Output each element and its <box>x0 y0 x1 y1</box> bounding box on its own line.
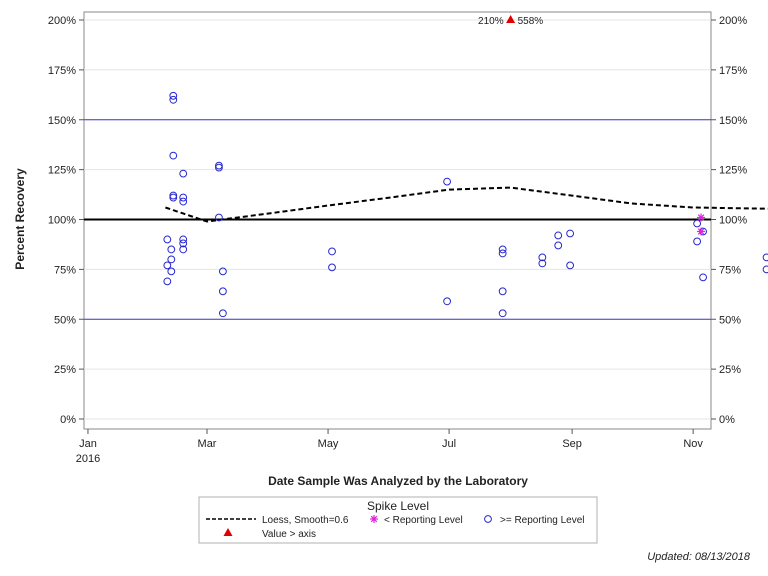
data-point-circle <box>179 245 188 254</box>
data-point-circle <box>167 255 176 264</box>
legend-items: Loess, Smooth=0.6 < Reporting Level >= Rep… <box>206 515 585 540</box>
y-tick-label: 175% <box>48 65 76 77</box>
data-point-circle <box>554 241 563 250</box>
legend-triangle-swatch <box>223 528 233 536</box>
legend-label: >= Reporting Level <box>500 515 585 526</box>
legend-item: < Reporting Level <box>370 515 463 526</box>
legend: Spike Level Loess, Smooth=0.6 < Reporting… <box>198 496 598 544</box>
data-point-circle <box>215 213 223 222</box>
legend-label: < Reporting Level <box>384 515 463 526</box>
loess-line <box>165 186 768 223</box>
legend-circle-swatch <box>484 515 492 523</box>
points-layer: 210%558%204% <box>163 15 768 318</box>
x-tick-label: Mar <box>198 438 217 450</box>
x-tick-label: Nov <box>683 438 703 450</box>
reference-lines <box>84 119 711 320</box>
legend-label: Loess, Smooth=0.6 <box>262 515 349 526</box>
legend-box <box>198 496 598 544</box>
data-point-circle <box>498 249 507 258</box>
x-tick-year: 2016 <box>76 453 100 465</box>
y-tick-label: 200% <box>48 15 76 27</box>
data-point-circle <box>179 197 188 206</box>
y-tick-label: 50% <box>54 314 76 326</box>
y-tick-label: 100% <box>48 215 76 227</box>
x-tick-label: Sep <box>562 438 582 450</box>
y-tick-label: 150% <box>48 115 76 127</box>
legend-title: Spike Level <box>367 499 429 513</box>
data-point-asterisk <box>697 213 706 222</box>
y-tick-label: 125% <box>48 165 76 177</box>
y-axis-title: Percent Recovery <box>13 168 27 270</box>
data-point-circle <box>443 297 452 306</box>
y-tick-label-right: 175% <box>719 65 747 77</box>
data-point-circle <box>554 231 563 240</box>
offscale-triangle <box>506 15 516 23</box>
data-point-circle <box>443 177 452 186</box>
offscale-label: 558% <box>518 16 544 27</box>
updated-footnote: Updated: 08/13/2018 <box>647 551 751 563</box>
data-point-circle <box>218 309 227 318</box>
data-point-circle <box>566 229 575 238</box>
y-tick-label-right: 125% <box>719 165 747 177</box>
y-tick-label: 0% <box>60 414 76 426</box>
data-point-asterisk <box>697 227 706 236</box>
data-point-circle <box>762 265 768 274</box>
data-point-circle <box>163 277 172 286</box>
legend-label: Value > axis <box>262 529 316 540</box>
y-tick-label-right: 200% <box>719 15 747 27</box>
data-point-circle <box>169 91 178 100</box>
asterisk-stroke <box>370 515 378 523</box>
data-point-circle <box>169 193 178 202</box>
legend-item: Loess, Smooth=0.6 <box>206 515 349 526</box>
y-tick-label: 25% <box>54 364 76 376</box>
y-tick-label-right: 50% <box>719 314 741 326</box>
data-point-circle <box>538 253 547 262</box>
data-point-circle <box>215 163 223 172</box>
data-point-circle <box>498 287 507 296</box>
data-point-circle <box>328 263 336 272</box>
x-tick-label: May <box>318 438 339 450</box>
data-point-circle <box>498 245 507 254</box>
y-tick-label-right: 75% <box>719 264 741 276</box>
y-tick-label-right: 0% <box>719 414 735 426</box>
data-point-circle <box>163 235 172 244</box>
y-axis-ticks: 0% 0% 25% 25% 50% 50% 75% 75% 100% 100% 125% 125% 15… <box>48 15 747 426</box>
y-tick-label: 75% <box>54 264 76 276</box>
data-point-circle <box>163 261 172 270</box>
data-point-circle <box>762 253 768 262</box>
data-point-circle <box>179 169 188 178</box>
y-tick-label-right: 150% <box>719 115 747 127</box>
data-point-circle <box>693 237 702 246</box>
data-point-circle <box>179 239 188 248</box>
data-point-circle <box>699 273 707 282</box>
asterisk-stroke <box>697 228 705 235</box>
legend-item: >= Reporting Level <box>484 515 585 526</box>
offscale-label: 210% <box>478 16 504 27</box>
data-point-circle <box>538 259 547 268</box>
x-axis-title: Date Sample Was Analyzed by the Laborato… <box>268 474 528 488</box>
x-axis-ticks: Jan2016MarMayJulSepNovJan2017MarMayJulSe… <box>76 429 703 465</box>
data-point-circle <box>215 161 223 170</box>
data-point-circle <box>169 95 178 104</box>
data-point-circle <box>328 247 336 256</box>
data-point-circle <box>218 287 227 296</box>
data-point-circle <box>169 151 178 160</box>
x-tick-label: Jul <box>442 438 456 450</box>
loess-layer <box>165 186 768 223</box>
legend-item: Value > axis <box>223 528 316 540</box>
data-point-circle <box>218 267 227 276</box>
data-point-circle <box>169 191 178 200</box>
y-tick-label-right: 25% <box>719 364 741 376</box>
data-point-circle <box>693 219 702 228</box>
data-point-circle <box>167 245 176 254</box>
data-point-circle <box>179 235 188 244</box>
data-point-circle <box>167 267 176 276</box>
asterisk-stroke <box>697 214 705 221</box>
data-point-circle <box>566 261 575 270</box>
data-point-circle <box>498 309 507 318</box>
x-tick-label: Jan <box>79 438 97 450</box>
data-point-circle <box>179 193 188 202</box>
y-tick-label-right: 100% <box>719 215 747 227</box>
